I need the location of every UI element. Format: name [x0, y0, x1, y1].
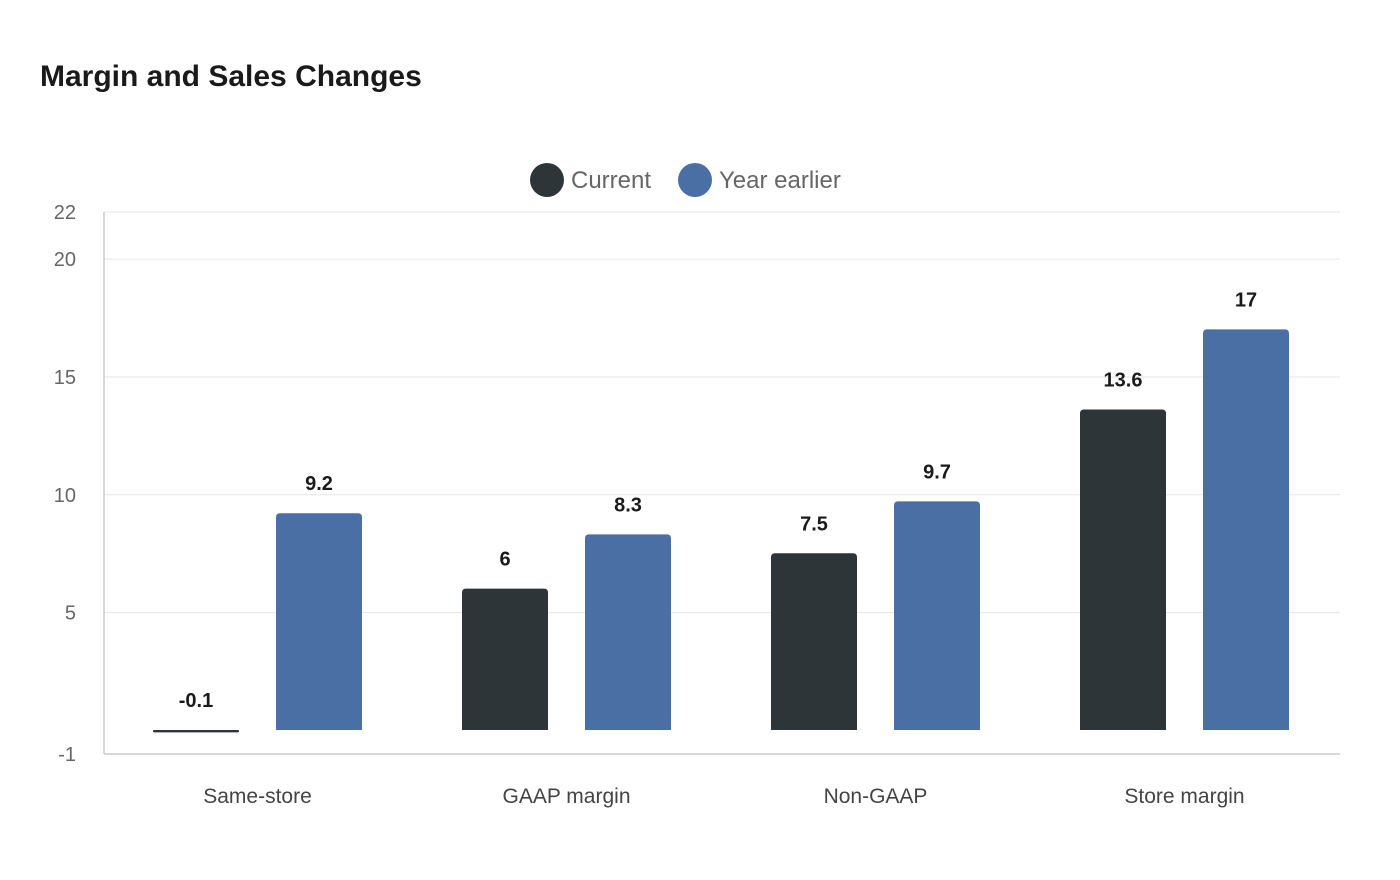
data-label: 8.3 — [614, 494, 642, 516]
bar — [585, 534, 671, 730]
axes: -1 5 10 15 20 22 Same-store GAAP margin Non-GAAP… — [54, 202, 1340, 808]
data-label: 13.6 — [1104, 370, 1143, 392]
data-label: 6 — [499, 549, 510, 571]
data-labels: -0.1 9.2 6 8.3 7.5 9.7 13.6 17 — [179, 289, 1257, 712]
bar — [153, 730, 239, 733]
x-tick-label: Non-GAAP — [824, 785, 928, 808]
y-tick-label: 5 — [65, 603, 76, 625]
legend-label: Current — [571, 167, 651, 194]
x-tick-label: GAAP margin — [503, 785, 631, 808]
y-tick-label: 22 — [54, 202, 76, 224]
data-label: 17 — [1235, 289, 1257, 311]
x-tick-label: Store margin — [1124, 785, 1244, 808]
y-tick-label: 10 — [54, 485, 76, 507]
data-label: 9.7 — [923, 461, 951, 483]
bar — [1203, 329, 1289, 730]
data-label: 7.5 — [800, 513, 828, 535]
data-label: -0.1 — [179, 690, 213, 712]
y-tick-label: 20 — [54, 249, 76, 271]
legend-swatch — [530, 163, 564, 197]
legend: Current Year earlier — [530, 163, 841, 197]
bar — [771, 553, 857, 730]
bar — [1080, 409, 1166, 730]
data-label: 9.2 — [305, 473, 333, 495]
x-tick-label: Same-store — [203, 785, 312, 808]
chart-title: Margin and Sales Changes — [40, 60, 422, 93]
y-tick-label: -1 — [58, 744, 76, 766]
bar — [462, 588, 548, 730]
legend-label: Year earlier — [719, 167, 841, 194]
legend-swatch — [678, 163, 712, 197]
bars — [153, 329, 1289, 733]
bar — [276, 513, 362, 730]
y-tick-label: 15 — [54, 367, 76, 389]
bar — [894, 501, 980, 730]
